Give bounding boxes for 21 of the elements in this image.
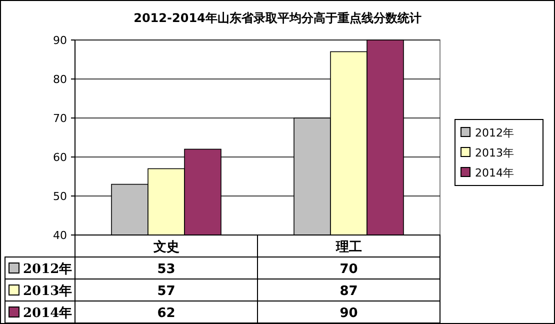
legend-label: 2013年 [23,284,72,299]
legend-label: 2014年 [475,166,514,180]
data-label: 62 [157,306,176,321]
y-tick-label: 40 [53,229,67,242]
chart-title: 2012-2014年山东省录取平均分高于重点线分数统计 [134,11,422,25]
x-tick-label: 理工 [334,240,362,255]
text: 2013年 [475,146,514,160]
data-label: 70 [340,262,358,277]
data-label: 87 [340,284,358,299]
x-tick-label: 文史 [152,239,180,255]
y-tick-label: 80 [53,73,67,86]
y-tick-label: 90 [53,34,67,47]
data-label: 53 [157,262,176,277]
text: 2012年 [475,126,514,140]
text: 2014年 [23,306,72,321]
data-label: 90 [340,306,358,321]
data-label: 57 [157,284,176,299]
y-tick-label: 70 [53,112,67,125]
y-tick-label: 50 [53,190,67,203]
legend-label: 2012年 [23,262,72,277]
y-tick-label: 60 [53,151,67,164]
